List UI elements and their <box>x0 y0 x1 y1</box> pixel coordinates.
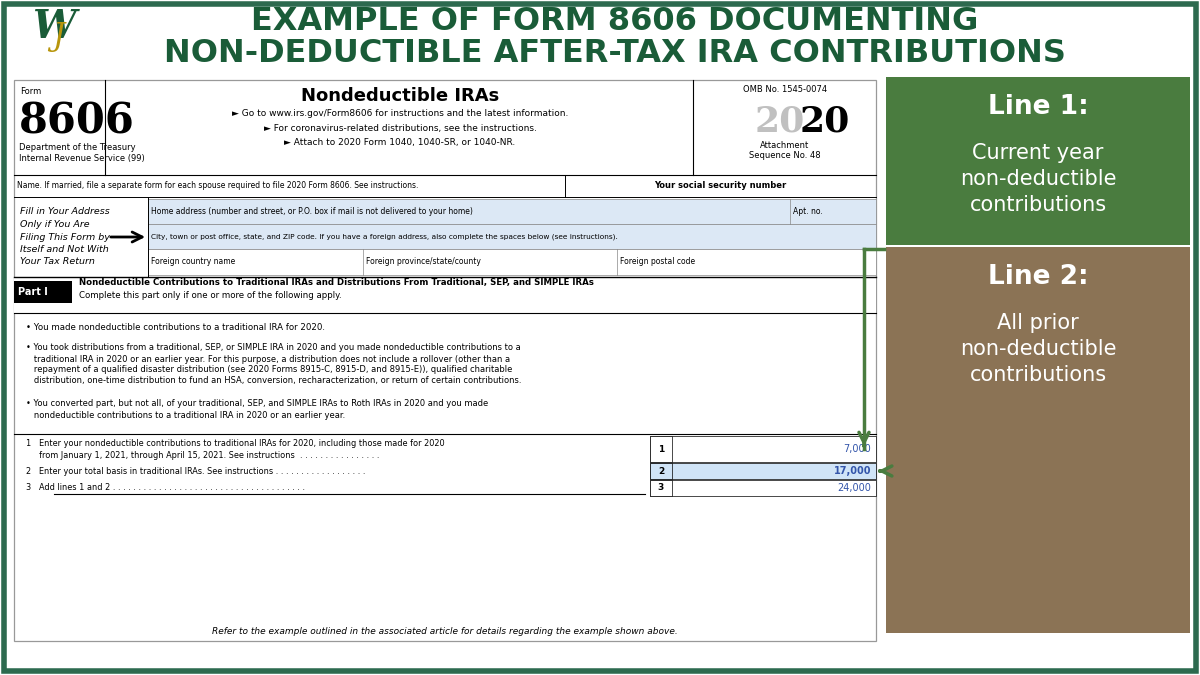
Text: traditional IRA in 2020 or an earlier year. For this purpose, a distribution doe: traditional IRA in 2020 or an earlier ye… <box>26 354 510 364</box>
Text: Foreign country name: Foreign country name <box>151 257 235 267</box>
Text: Apt. no.: Apt. no. <box>793 207 823 216</box>
Text: Foreign postal code: Foreign postal code <box>620 257 695 267</box>
Text: Attachment: Attachment <box>761 140 810 149</box>
Bar <box>14 80 876 641</box>
Text: contributions: contributions <box>970 365 1106 385</box>
Text: Sequence No. 48: Sequence No. 48 <box>749 151 821 161</box>
Text: 2: 2 <box>658 466 664 475</box>
Text: • You took distributions from a traditional, SEP, or SIMPLE IRA in 2020 and you : • You took distributions from a traditio… <box>26 344 521 352</box>
Text: Internal Revenue Service (99): Internal Revenue Service (99) <box>19 153 145 163</box>
Text: repayment of a qualified disaster distribution (see 2020 Forms 8915-C, 8915-D, a: repayment of a qualified disaster distri… <box>26 365 512 375</box>
Text: Current year: Current year <box>972 143 1104 163</box>
Text: Fill in Your Address
Only if You Are
Filing This Form by
Itself and Not With
You: Fill in Your Address Only if You Are Fil… <box>20 207 110 267</box>
Bar <box>650 480 876 496</box>
Text: ► For coronavirus-related distributions, see the instructions.: ► For coronavirus-related distributions,… <box>264 124 536 132</box>
Text: 1: 1 <box>658 445 664 454</box>
Text: J: J <box>52 22 65 53</box>
Text: ► Go to www.irs.gov/Form8606 for instructions and the latest information.: ► Go to www.irs.gov/Form8606 for instruc… <box>232 109 568 117</box>
Bar <box>650 463 876 479</box>
Text: Line 2:: Line 2: <box>988 264 1088 290</box>
Text: non-deductible: non-deductible <box>960 169 1116 189</box>
Bar <box>14 281 72 303</box>
Text: 1   Enter your nondeductible contributions to traditional IRAs for 2020, includi: 1 Enter your nondeductible contributions… <box>26 439 445 448</box>
Bar <box>650 463 672 479</box>
Text: EXAMPLE OF FORM 8606 DOCUMENTING: EXAMPLE OF FORM 8606 DOCUMENTING <box>251 7 979 38</box>
Text: 7,000: 7,000 <box>844 444 871 454</box>
Text: 3: 3 <box>658 483 664 493</box>
Text: Foreign province/state/county: Foreign province/state/county <box>366 257 481 267</box>
Text: from January 1, 2021, through April 15, 2021. See instructions  . . . . . . . . : from January 1, 2021, through April 15, … <box>26 450 379 460</box>
Text: Name. If married, file a separate form for each spouse required to file 2020 For: Name. If married, file a separate form f… <box>17 182 419 190</box>
Text: 24,000: 24,000 <box>838 483 871 493</box>
Text: 20: 20 <box>755 105 805 139</box>
Text: Part I: Part I <box>18 287 48 297</box>
Text: distribution, one-time distribution to fund an HSA, conversion, recharacterizati: distribution, one-time distribution to f… <box>26 377 522 385</box>
Text: non-deductible: non-deductible <box>960 339 1116 359</box>
Bar <box>650 436 672 462</box>
Bar <box>650 436 876 462</box>
Text: Complete this part only if one or more of the following apply.: Complete this part only if one or more o… <box>79 290 342 300</box>
Text: Line 1:: Line 1: <box>988 94 1088 120</box>
Text: 3   Add lines 1 and 2 . . . . . . . . . . . . . . . . . . . . . . . . . . . . . : 3 Add lines 1 and 2 . . . . . . . . . . … <box>26 483 305 493</box>
Text: All prior: All prior <box>997 313 1079 333</box>
Text: 2   Enter your total basis in traditional IRAs. See instructions . . . . . . . .: 2 Enter your total basis in traditional … <box>26 466 365 475</box>
Text: Home address (number and street, or P.O. box if mail is not delivered to your ho: Home address (number and street, or P.O.… <box>151 207 473 216</box>
Text: OMB No. 1545-0074: OMB No. 1545-0074 <box>743 86 827 94</box>
Text: NON-DEDUCTIBLE AFTER-TAX IRA CONTRIBUTIONS: NON-DEDUCTIBLE AFTER-TAX IRA CONTRIBUTIO… <box>164 38 1066 68</box>
Bar <box>650 480 672 496</box>
Text: 8606: 8606 <box>19 101 134 143</box>
Text: W: W <box>32 8 76 46</box>
Text: Form: Form <box>20 88 41 97</box>
Text: Refer to the example outlined in the associated article for details regarding th: Refer to the example outlined in the ass… <box>212 626 678 635</box>
Text: ► Attach to 2020 Form 1040, 1040-SR, or 1040-NR.: ► Attach to 2020 Form 1040, 1040-SR, or … <box>284 138 516 148</box>
Text: • You converted part, but not all, of your traditional, SEP, and SIMPLE IRAs to : • You converted part, but not all, of yo… <box>26 400 488 408</box>
Text: • You made nondeductible contributions to a traditional IRA for 2020.: • You made nondeductible contributions t… <box>26 323 325 333</box>
Text: nondeductible contributions to a traditional IRA in 2020 or an earlier year.: nondeductible contributions to a traditi… <box>26 410 346 419</box>
Text: City, town or post office, state, and ZIP code. If you have a foreign address, a: City, town or post office, state, and ZI… <box>151 234 618 240</box>
Text: Nondeductible Contributions to Traditional IRAs and Distributions From Tradition: Nondeductible Contributions to Tradition… <box>79 279 594 288</box>
Bar <box>886 247 1190 633</box>
Text: contributions: contributions <box>970 195 1106 215</box>
Bar <box>148 199 876 224</box>
Bar <box>14 277 876 313</box>
Text: Your social security number: Your social security number <box>654 182 786 190</box>
Text: 17,000: 17,000 <box>834 466 871 476</box>
Bar <box>886 77 1190 245</box>
Bar <box>148 249 876 275</box>
Text: Nondeductible IRAs: Nondeductible IRAs <box>301 87 499 105</box>
Bar <box>148 224 876 249</box>
Text: Department of the Treasury: Department of the Treasury <box>19 142 136 151</box>
Text: 20: 20 <box>800 105 851 139</box>
